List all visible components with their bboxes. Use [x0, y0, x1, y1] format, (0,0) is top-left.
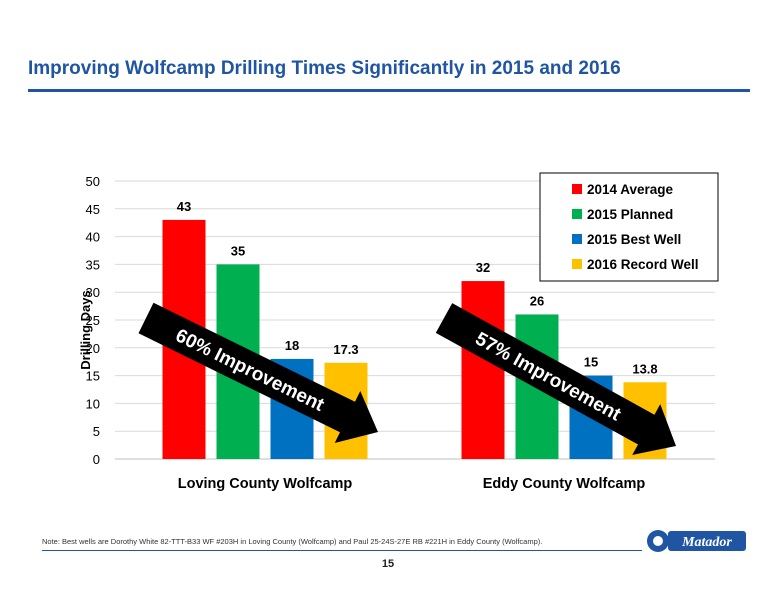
legend-entry: 2015 Planned [587, 207, 673, 222]
y-axis-label: Drilling Days [78, 290, 93, 369]
legend-entry: 2016 Record Well [587, 257, 699, 272]
y-tick-label: 25 [86, 313, 100, 328]
arrow-shape [435, 303, 677, 455]
y-tick-label: 50 [86, 174, 100, 189]
bar-data-label: 32 [476, 260, 490, 275]
bar-data-label: 26 [530, 293, 544, 308]
footer-rule [42, 550, 642, 551]
legend-swatch [572, 234, 582, 244]
legend: 2014 Average 2015 Planned 2015 Best Well 20… [539, 172, 719, 282]
x-category-label: Eddy County Wolfcamp [483, 476, 646, 492]
y-tick-label: 45 [86, 202, 100, 217]
y-tick-label: 20 [86, 341, 100, 356]
bar-data-label: 13.8 [632, 361, 657, 376]
legend-swatch [572, 209, 582, 219]
arrow-shape [138, 302, 379, 444]
bar-data-label: 18 [285, 338, 299, 353]
y-axis-ticks: 0 5 10 15 20 25 30 35 40 45 50 [86, 174, 100, 467]
y-tick-label: 40 [86, 230, 100, 245]
bar-chart: 0 5 10 15 20 25 30 35 40 45 50 43 35 18 17.3 32 26 15 13.… [78, 172, 719, 492]
bar-data-label: 43 [177, 199, 191, 214]
logo-text: Matador [681, 535, 732, 550]
legend-entry: 2015 Best Well [587, 232, 681, 247]
bar-data-label: 15 [584, 355, 598, 370]
page-title: Improving Wolfcamp Drilling Times Signif… [28, 58, 621, 79]
y-tick-label: 30 [86, 285, 100, 300]
y-tick-label: 5 [93, 424, 100, 439]
page-number: 15 [381, 558, 395, 570]
legend-entry: 2014 Average [587, 182, 674, 197]
bar-2014-average-1 [461, 281, 505, 459]
y-tick-label: 0 [93, 452, 100, 467]
y-tick-label: 15 [86, 369, 100, 384]
legend-swatch [572, 184, 582, 194]
x-category-label: Loving County Wolfcamp [178, 476, 353, 492]
bar-labels: 43 35 18 17.3 32 26 15 13.8 [177, 199, 658, 376]
footnote: Note: Best wells are Dorothy White 82-TT… [42, 537, 543, 546]
y-tick-label: 10 [86, 396, 100, 411]
bar-data-label: 35 [231, 243, 245, 258]
x-axis-categories: Loving County Wolfcamp Eddy County Wolfca… [178, 476, 646, 492]
y-tick-label: 35 [86, 257, 100, 272]
company-logo: Matador [647, 530, 746, 552]
legend-swatch [572, 259, 582, 269]
legend-box [539, 172, 719, 282]
title-rule [28, 89, 750, 92]
bar-data-label: 17.3 [333, 342, 358, 357]
